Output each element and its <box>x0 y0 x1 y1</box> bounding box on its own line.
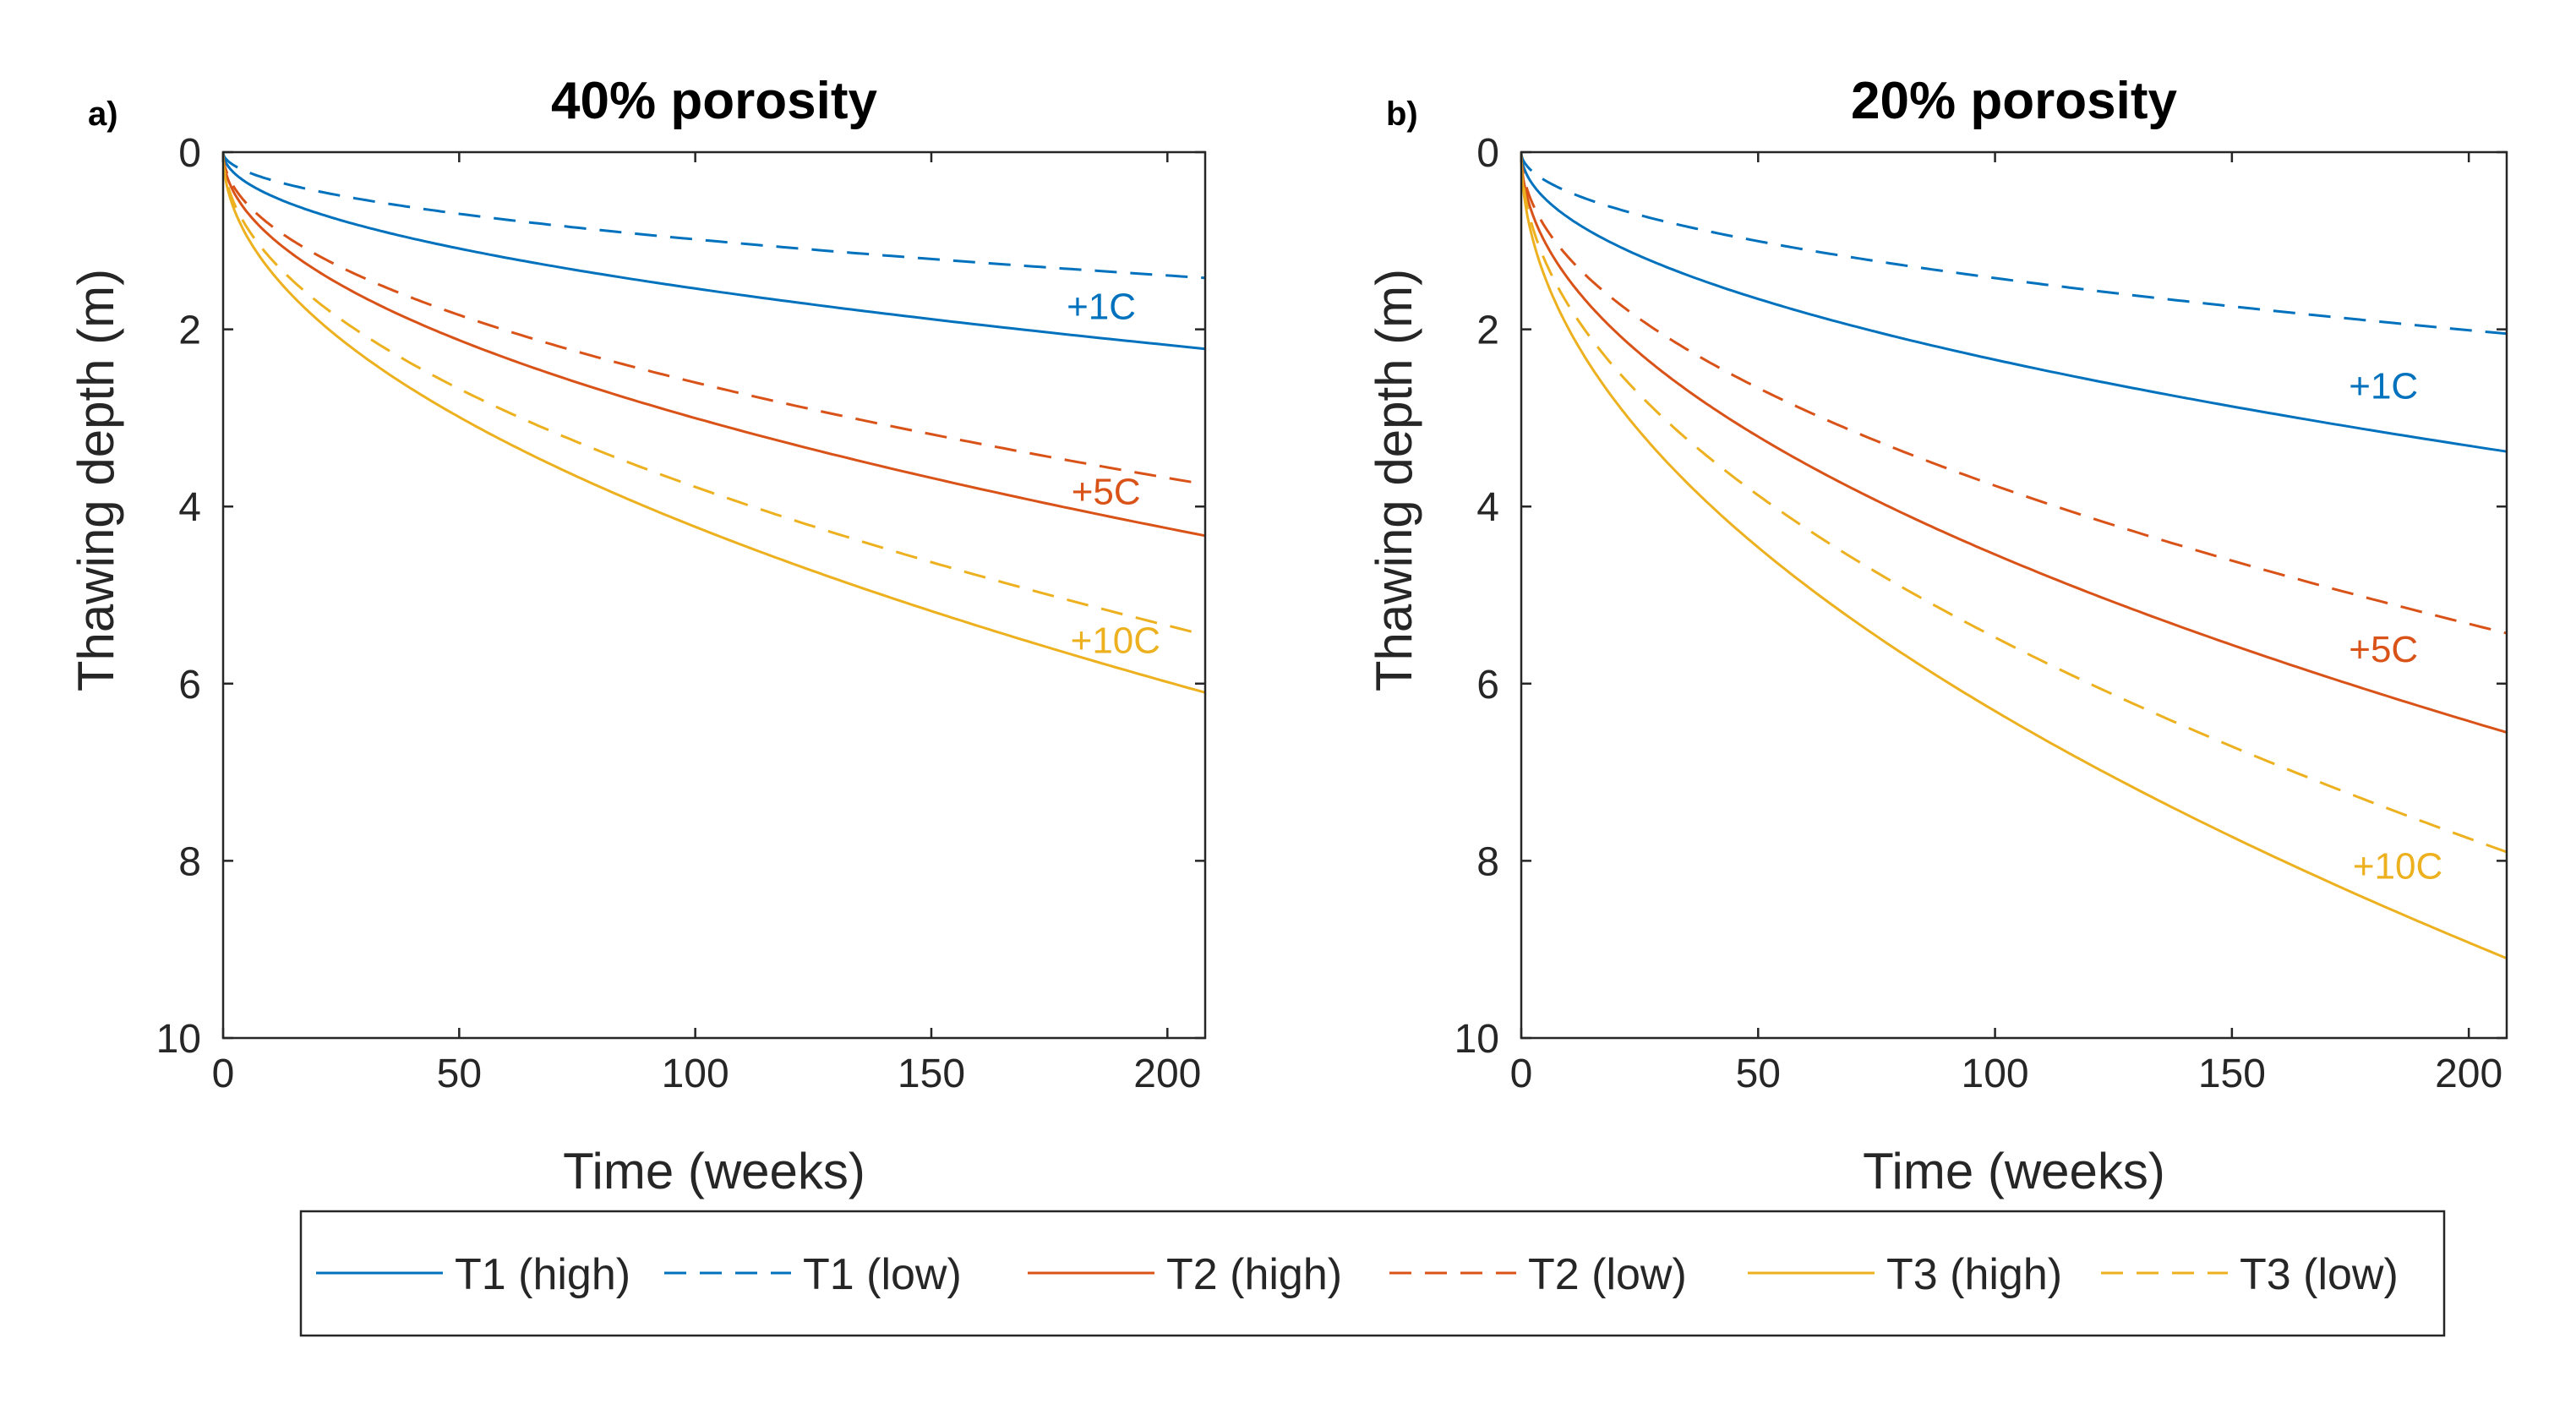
series-line-t3-high <box>221 152 1206 694</box>
panel-b: b) 20% porosity Time (weeks) Thawing dep… <box>1366 72 2508 1199</box>
x-tick-label: 150 <box>898 1052 965 1096</box>
curve-annotation: +1C <box>1067 286 1136 327</box>
legend-label: T2 (low) <box>1528 1250 1687 1299</box>
y-tick-label: 0 <box>1476 131 1499 176</box>
y-tick-label: 6 <box>1476 663 1499 708</box>
y-tick-label: 8 <box>1476 839 1499 884</box>
chart-title: 40% porosity <box>551 72 877 130</box>
x-tick-label: 200 <box>2435 1052 2502 1096</box>
x-tick-label: 0 <box>1510 1052 1533 1096</box>
y-tick-label: 2 <box>178 309 201 353</box>
x-tick-label: 50 <box>437 1052 482 1096</box>
plot-area: 0 50 100 150 200 0 2 4 6 8 10 +1C +5C +10C <box>156 131 1207 1096</box>
series-line-t1-high <box>1520 152 2508 453</box>
legend-label: T2 (high) <box>1166 1250 1342 1299</box>
plot-area: 0 50 100 150 200 0 2 4 6 8 10 +1C +5C +10C <box>1454 131 2508 1096</box>
curve-annotation: +10C <box>2353 846 2442 888</box>
y-tick-label: 10 <box>1454 1017 1499 1062</box>
series-line-t2-high <box>1520 152 2508 734</box>
y-tick-label: 4 <box>178 485 201 530</box>
series-line-t3-low <box>221 152 1206 636</box>
panel-a: a) 40% porosity Time (weeks) Thawing dep… <box>68 72 1207 1199</box>
legend-label: T3 (high) <box>1886 1250 2062 1299</box>
series-line-t1-low <box>221 152 1206 280</box>
x-tick-label: 150 <box>2198 1052 2266 1096</box>
x-tick-label: 100 <box>1962 1052 2029 1096</box>
x-axis-label: Time (weeks) <box>563 1143 865 1199</box>
panel-label: b) <box>1386 96 1418 133</box>
y-tick-label: 2 <box>1476 309 1499 353</box>
x-tick-label: 200 <box>1133 1052 1201 1096</box>
x-tick-label: 50 <box>1736 1052 1781 1096</box>
legend-label: T1 (low) <box>803 1250 962 1299</box>
x-tick-label: 0 <box>212 1052 235 1096</box>
y-axis-label: Thawing depth (m) <box>68 269 124 691</box>
series-line-t1-high <box>221 152 1206 351</box>
curve-annotation: +1C <box>2349 366 2418 407</box>
y-tick-label: 6 <box>178 663 201 708</box>
legend: T1 (high) T1 (low) T2 (high) T2 (low) T3 (hi… <box>299 1210 2446 1337</box>
y-axis-label: Thawing depth (m) <box>1366 269 1422 691</box>
legend-label: T1 (high) <box>455 1250 630 1299</box>
legend-box <box>299 1210 2446 1337</box>
axes-frame <box>221 150 1207 1040</box>
x-axis-label: Time (weeks) <box>1863 1143 2165 1199</box>
curve-annotation: +10C <box>1071 620 1160 661</box>
series-line-t2-high <box>221 152 1206 538</box>
curve-annotation: +5C <box>2349 629 2418 670</box>
series-line-t1-low <box>1520 152 2508 336</box>
y-tick-label: 4 <box>1476 485 1499 530</box>
x-tick-label: 100 <box>662 1052 729 1096</box>
series-line-t2-low <box>1520 152 2508 635</box>
series-line-t2-low <box>221 152 1206 486</box>
series-line-t3-low <box>1520 152 2508 854</box>
axes-frame <box>1520 150 2508 1040</box>
panel-label: a) <box>88 96 118 133</box>
legend-label: T3 (low) <box>2240 1250 2399 1299</box>
y-tick-label: 8 <box>178 839 201 884</box>
y-tick-label: 10 <box>156 1017 201 1062</box>
chart-title: 20% porosity <box>1851 72 2177 130</box>
series-line-t3-high <box>1520 152 2508 960</box>
curve-annotation: +5C <box>1072 471 1141 512</box>
y-tick-label: 0 <box>178 131 201 176</box>
